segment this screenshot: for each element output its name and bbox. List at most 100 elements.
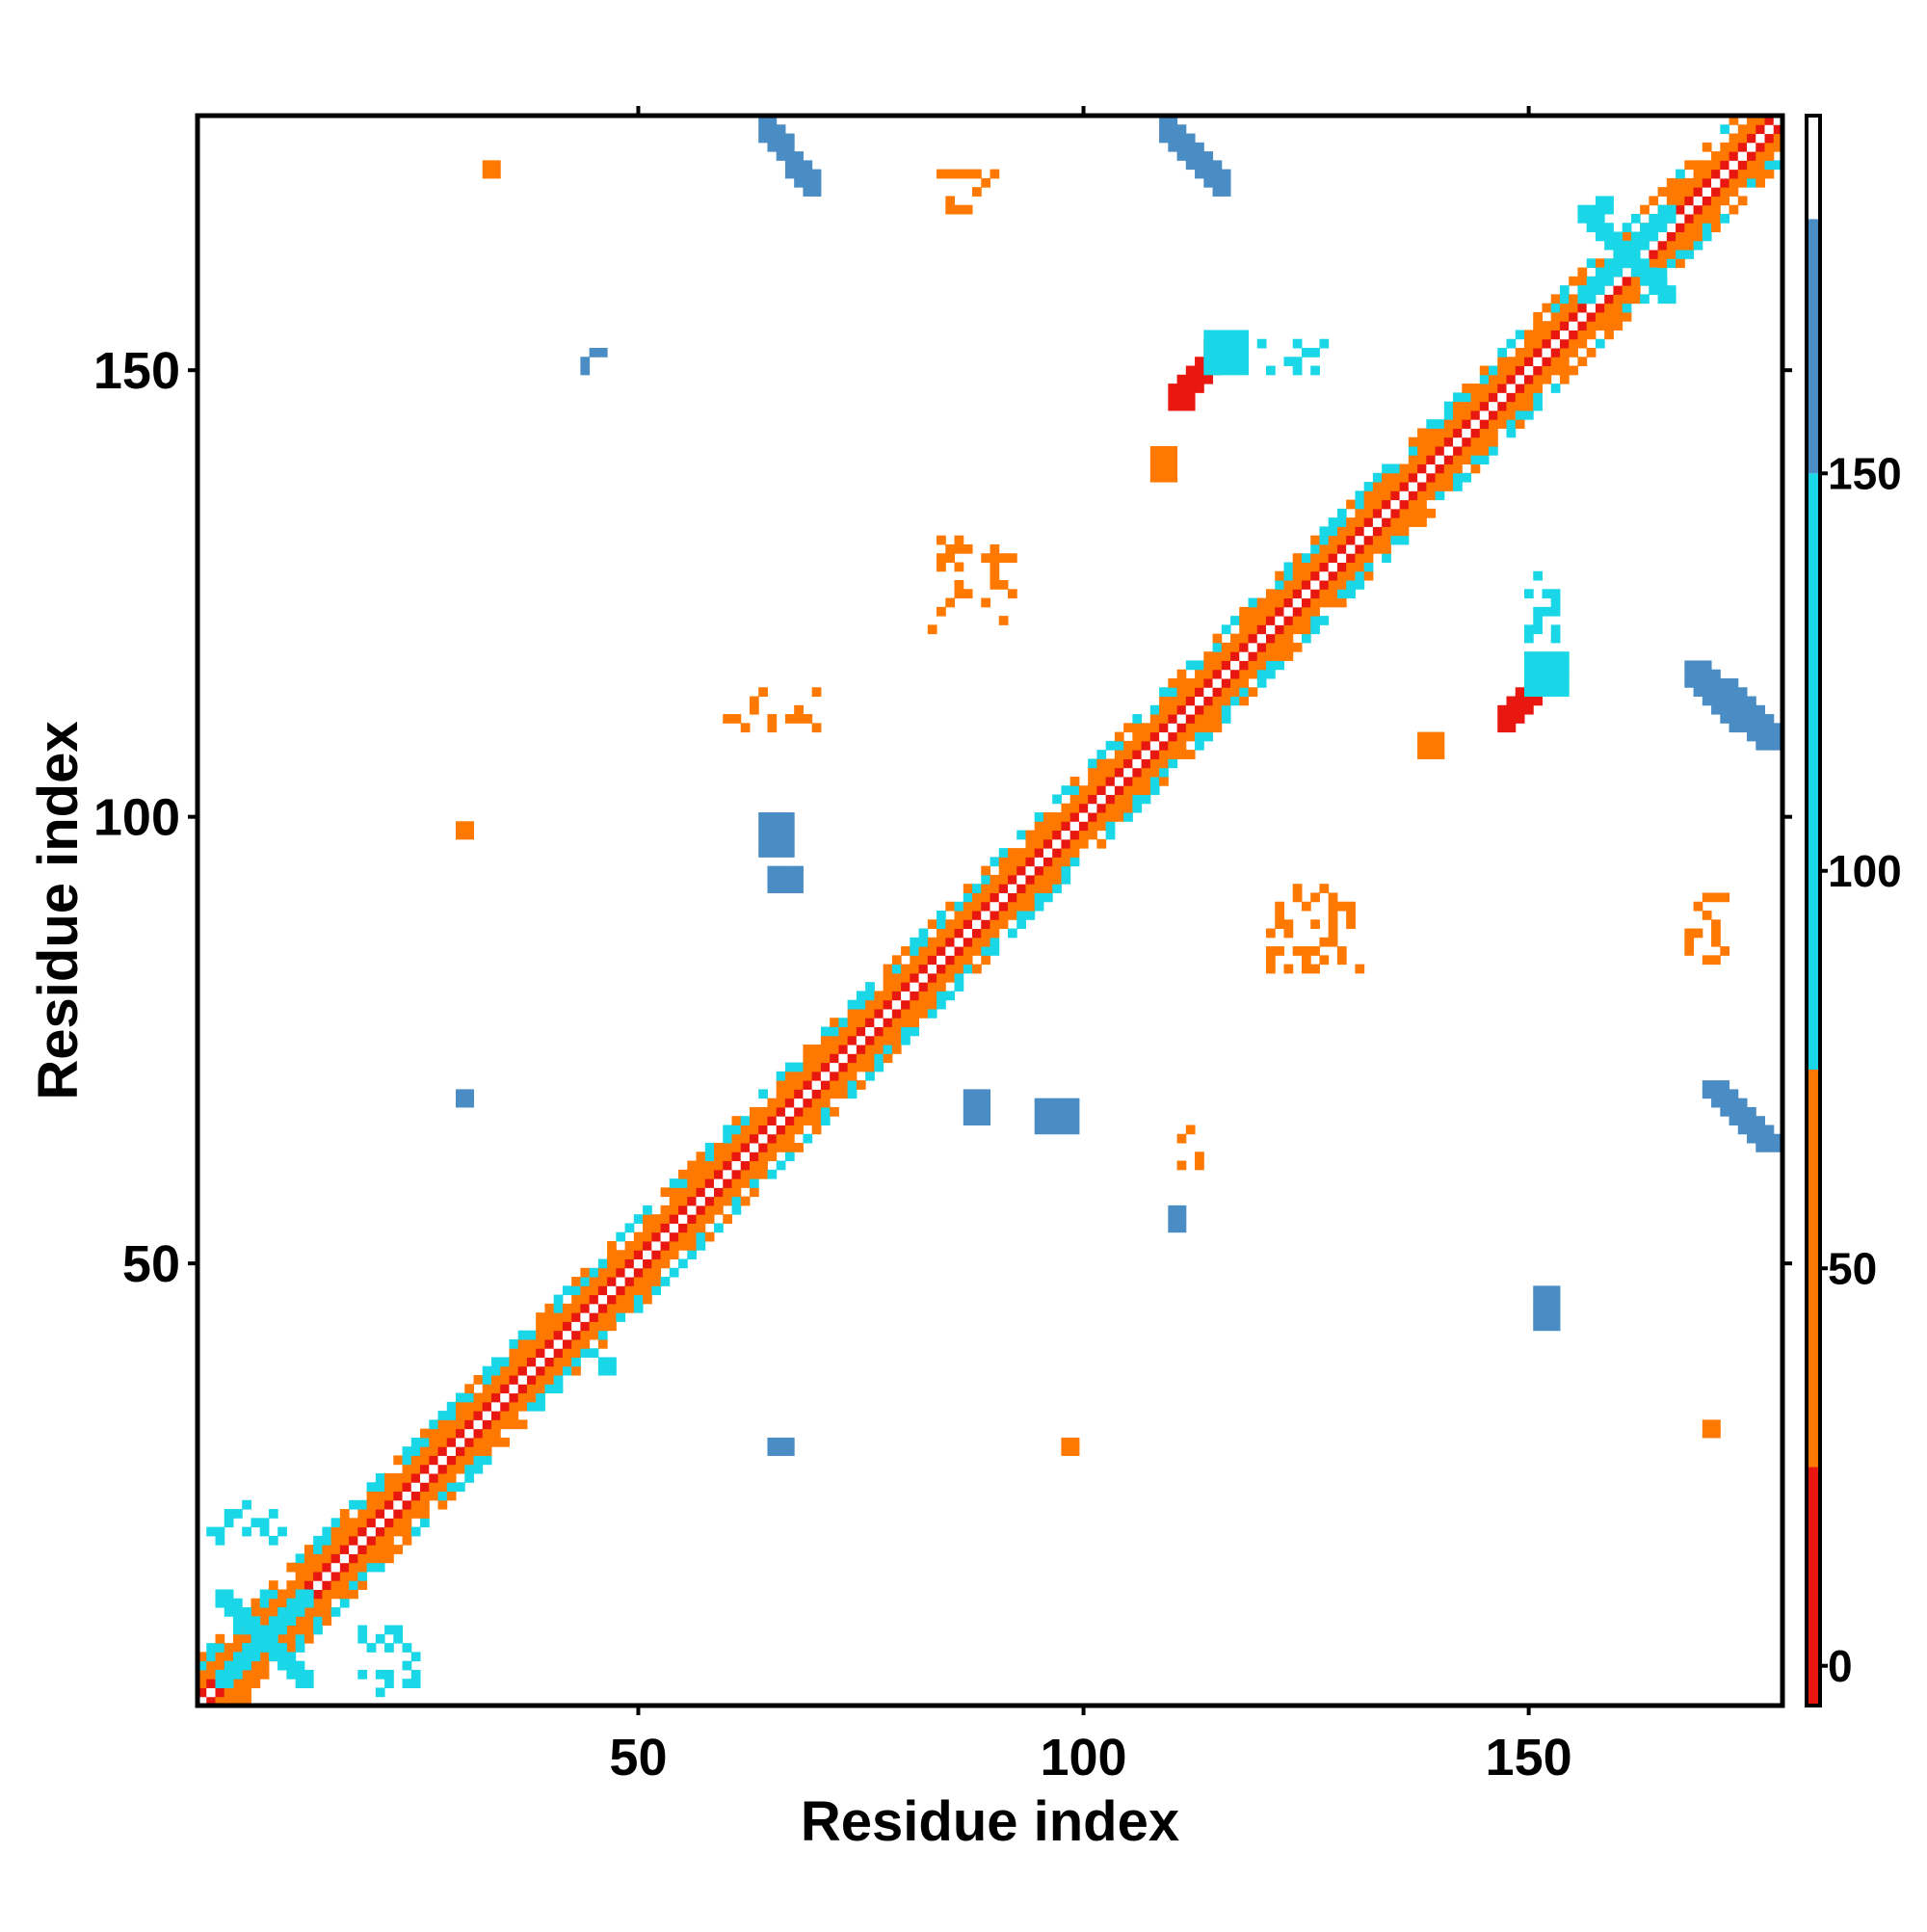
contact-cell (1533, 669, 1543, 679)
diagonal-cell (1346, 580, 1356, 590)
contact-cell (1533, 1303, 1543, 1313)
diagonal-cell (830, 1026, 839, 1037)
diagonal-cell (1310, 543, 1320, 554)
contact-cell (1203, 169, 1214, 179)
diagonal-cell (1559, 338, 1570, 349)
contact-cell (1559, 660, 1570, 671)
contact-cell (1729, 687, 1739, 698)
diagonal-cell (847, 999, 858, 1010)
diagonal-cell (526, 1348, 537, 1358)
contact-cell (1747, 696, 1756, 706)
contact-cell (1176, 151, 1187, 161)
diagonal-cell (1292, 562, 1303, 572)
diagonal-cell (972, 911, 982, 920)
diagonal-cell (509, 1365, 519, 1376)
diagonal-cell (402, 1509, 412, 1519)
contact-cell (1550, 1321, 1561, 1332)
contact-cell (1052, 1106, 1062, 1117)
diagonal-cell (1069, 794, 1080, 805)
diagonal-cell (1613, 321, 1623, 331)
contact-cell (784, 848, 795, 858)
diagonal-cell (1319, 553, 1330, 563)
diagonal-cell (1426, 437, 1437, 447)
diagonal-cell (954, 982, 964, 992)
contact-cell (1239, 338, 1250, 349)
diagonal-cell (696, 1231, 706, 1242)
contact-cell (767, 838, 778, 849)
diagonal-cell (687, 1187, 698, 1198)
contact-cell (972, 1106, 982, 1117)
contact-cell (1310, 365, 1320, 376)
diagonal-cell (1426, 490, 1437, 501)
contact-cell (1523, 704, 1534, 715)
contact-cell (1168, 1214, 1178, 1224)
diagonal-cell (678, 1178, 688, 1188)
diagonal-cell (1355, 553, 1365, 563)
diagonal-cell (1666, 258, 1676, 269)
diagonal-cell (740, 1143, 751, 1152)
diagonal-cell (910, 999, 920, 1010)
diagonal-cell (420, 1428, 430, 1439)
diagonal-cell (1336, 597, 1347, 608)
diagonal-cell (446, 1482, 457, 1493)
contact-cell (1533, 660, 1543, 671)
contact-cell (1737, 696, 1748, 706)
contact-cell (1711, 892, 1721, 903)
diagonal-cell (1336, 570, 1347, 581)
diagonal-cell (251, 1598, 261, 1608)
diagonal-cell (295, 1616, 305, 1627)
diagonal-cell (410, 1491, 421, 1501)
contact-cell (1328, 919, 1338, 930)
diagonal-cell (1203, 714, 1214, 724)
diagonal-cell (1159, 723, 1169, 733)
diagonal-cell (1569, 330, 1578, 340)
diagonal-cell (464, 1401, 474, 1412)
contact-cell (1657, 213, 1668, 224)
diagonal-cell (954, 955, 964, 966)
contact-cell (1550, 687, 1561, 698)
diagonal-cell (500, 1365, 510, 1376)
diagonal-cell (456, 1482, 465, 1493)
diagonal-cell (1123, 803, 1133, 813)
diagonal-cell (597, 1267, 608, 1278)
diagonal-cell (1159, 776, 1169, 786)
diagonal-cell (704, 1231, 715, 1242)
diagonal-cell (1550, 357, 1561, 367)
colorbar-tick-label: 100 (1828, 846, 1902, 896)
diagonal-cell (874, 1053, 884, 1064)
contact-cell (1355, 964, 1365, 974)
diagonal-cell (259, 1652, 270, 1662)
diagonal-cell (607, 1294, 617, 1305)
contact-cell (1212, 177, 1223, 188)
diagonal-cell (865, 1018, 875, 1028)
diagonal-cell (856, 991, 866, 1001)
diagonal-cell (624, 1285, 635, 1296)
diagonal-cell (723, 1160, 732, 1171)
contact-cell (767, 1446, 778, 1456)
contact-cell (1720, 946, 1730, 956)
diagonal-cell (651, 1231, 662, 1242)
diagonal-cell (366, 1553, 377, 1564)
diagonal-cell (482, 1392, 492, 1403)
diagonal-cell (1577, 338, 1588, 349)
diagonal-cell (1239, 677, 1250, 688)
diagonal-cell (1195, 669, 1204, 679)
diagonal-cell (1123, 785, 1133, 795)
diagonal-cell (784, 1089, 795, 1099)
diagonal-cell (1212, 669, 1223, 679)
diagonal-cell (1052, 874, 1062, 885)
diagonal-cell (313, 1571, 323, 1581)
diagonal-cell (803, 1080, 813, 1090)
diagonal-cell (1363, 526, 1374, 537)
diagonal-cell (1390, 508, 1401, 518)
diagonal-cell (357, 1580, 368, 1590)
contact-cell (758, 812, 768, 822)
diagonal-cell (616, 1277, 626, 1286)
diagonal-cell (589, 1348, 599, 1358)
diagonal-cell (820, 1062, 831, 1072)
diagonal-cell (1773, 133, 1783, 144)
diagonal-cell (856, 1080, 866, 1090)
contact-cell (990, 553, 1000, 563)
contact-cell (776, 1446, 786, 1456)
diagonal-cell (1622, 231, 1632, 242)
